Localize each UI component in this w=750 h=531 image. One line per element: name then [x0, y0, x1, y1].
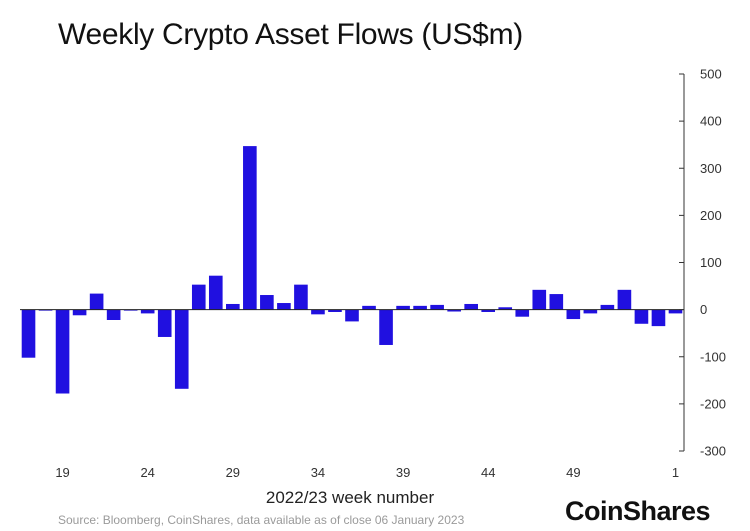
- bar: [208, 275, 223, 310]
- bar: [617, 289, 632, 310]
- x-tick-label: 49: [566, 465, 580, 480]
- y-axis: 500 400 300 200 100 0 -100 -200 -300: [679, 67, 726, 459]
- bar: [345, 309, 359, 322]
- x-tick-label: 19: [55, 465, 69, 480]
- x-tick-label: 34: [311, 465, 325, 480]
- bar: [311, 309, 325, 315]
- bar: [532, 289, 547, 310]
- bar: [260, 295, 274, 310]
- x-axis-title: 2022/23 week number: [265, 488, 435, 507]
- x-tick-label: 1: [672, 465, 679, 480]
- bar: [277, 303, 291, 310]
- bars-group: [20, 146, 684, 394]
- x-tick-label: 29: [226, 465, 240, 480]
- bar: [430, 304, 444, 310]
- bar: [157, 309, 172, 337]
- y-tick-label: 200: [700, 208, 722, 223]
- bar: [38, 309, 53, 311]
- bar: [566, 309, 581, 320]
- bar: [515, 309, 530, 317]
- y-tick-label: 400: [700, 114, 722, 129]
- bar: [583, 309, 598, 314]
- y-tick-label: 100: [700, 255, 722, 270]
- bar: [21, 309, 36, 358]
- x-tick-label: 39: [396, 465, 410, 480]
- bar: [174, 309, 189, 389]
- bar: [396, 305, 410, 310]
- bar: [668, 309, 683, 314]
- bar: [651, 309, 666, 327]
- y-tick-label: -300: [700, 444, 726, 459]
- bar: [600, 304, 615, 310]
- bar: [72, 309, 87, 316]
- x-tick-label: 44: [481, 465, 495, 480]
- bar: [464, 303, 478, 310]
- bar: [55, 309, 70, 394]
- bar: [106, 309, 121, 320]
- coinshares-logo: CoinShares: [564, 496, 711, 526]
- bar: [191, 284, 206, 310]
- bar: [362, 305, 376, 310]
- x-axis: 19 24 29 34 39 44 49 1: [55, 465, 679, 480]
- bar: [123, 309, 138, 311]
- y-tick-label: -200: [700, 396, 726, 411]
- bar: [294, 284, 308, 310]
- bar: [328, 309, 342, 312]
- y-tick-label: -100: [700, 349, 726, 364]
- y-tick-label: 300: [700, 161, 722, 176]
- x-tick-label: 24: [140, 465, 154, 480]
- bar: [140, 309, 155, 314]
- bar: [447, 309, 461, 312]
- bar: [634, 309, 649, 324]
- chart-title: Weekly Crypto Asset Flows (US$m): [58, 18, 523, 51]
- y-tick-label: 0: [700, 302, 707, 317]
- bar: [413, 305, 427, 310]
- bar: [379, 309, 393, 345]
- bar: [226, 303, 240, 310]
- source-note: Source: Bloomberg, CoinShares, data avai…: [58, 513, 465, 527]
- y-tick-label: 500: [700, 67, 722, 82]
- bar: [549, 294, 564, 310]
- bar: [243, 146, 257, 310]
- bar: [498, 307, 513, 310]
- bar: [89, 293, 104, 310]
- bar: [481, 309, 496, 312]
